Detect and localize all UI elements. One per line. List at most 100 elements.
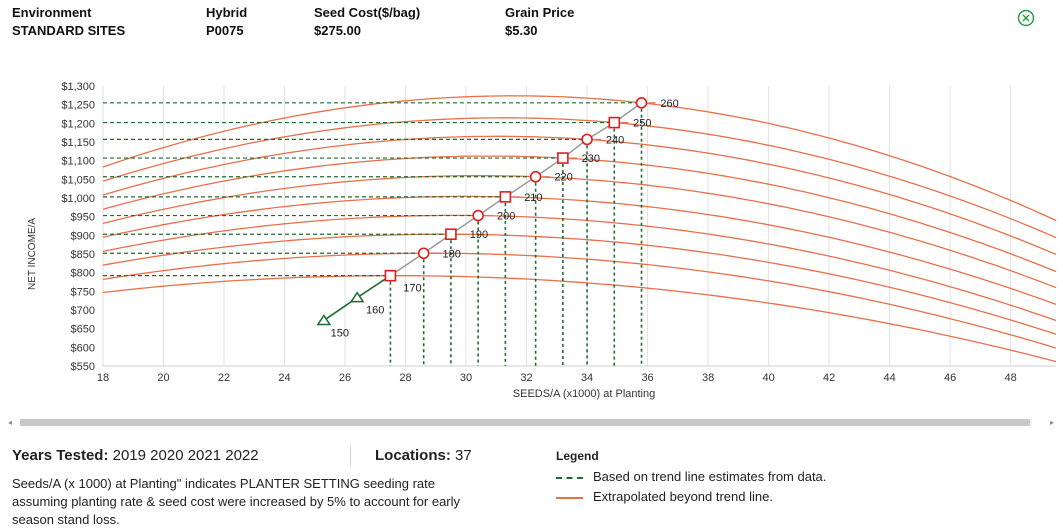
marker-square-210 xyxy=(499,191,512,203)
hybrid-value: P0075 xyxy=(206,23,244,38)
yield-label-210: 210 xyxy=(524,192,542,204)
x-tick-label: 40 xyxy=(762,372,774,384)
y-tick-label: $1,000 xyxy=(61,193,95,205)
environment-field: Environment STANDARD SITES xyxy=(12,4,125,40)
trend-line-high xyxy=(389,102,642,277)
marker-square-230 xyxy=(557,152,569,164)
seed-cost-value: $275.00 xyxy=(314,23,361,38)
extrapolated-curve-220 xyxy=(102,175,1057,289)
yield-label-200: 200 xyxy=(497,211,515,223)
yield-label-150: 150 xyxy=(331,327,349,339)
x-tick-label: 20 xyxy=(157,372,169,384)
x-tick-label: 48 xyxy=(1004,372,1016,384)
yield-label-220: 220 xyxy=(554,172,572,184)
extrapolated-curve-250 xyxy=(102,117,1057,239)
grain-price-value: $5.30 xyxy=(505,23,538,38)
yield-label-230: 230 xyxy=(582,153,600,165)
marker-circle-260 xyxy=(635,96,648,109)
marker-circle-180 xyxy=(417,247,430,260)
legend-extrapolated-label: Extrapolated beyond trend line. xyxy=(593,489,773,504)
y-tick-label: $900 xyxy=(71,230,95,242)
y-tick-label: $1,050 xyxy=(61,174,95,186)
yield-label-160: 160 xyxy=(366,305,384,317)
planting-note: Seeds/A (x 1000) at Planting" indicates … xyxy=(12,476,461,527)
extrapolated-curve-190 xyxy=(102,233,1057,335)
seed-cost-field: Seed Cost($/bag) $275.00 xyxy=(314,4,420,40)
x-tick-label: 26 xyxy=(339,372,351,384)
extrapolated-curve-230 xyxy=(102,155,1057,273)
footer-divider xyxy=(350,446,351,466)
yield-label-190: 190 xyxy=(470,229,488,241)
net-income-chart: 150 160 170 180 190 200 210 220 230 240 250 260 18 2… xyxy=(27,81,1057,400)
grid xyxy=(102,86,1056,367)
yield-label-250: 250 xyxy=(633,118,651,130)
scroll-thumb[interactable] xyxy=(20,419,1030,426)
extrapolated-curve-260 xyxy=(102,95,1057,221)
grain-price-label: Grain Price xyxy=(505,5,575,20)
locations-value: 37 xyxy=(455,447,472,464)
extrapolated-curve-200 xyxy=(102,214,1057,322)
markers: 150 160 170 180 190 200 210 220 230 240 250 260 xyxy=(316,96,679,339)
extrapolated-curve-240 xyxy=(102,135,1057,255)
legend-title: Legend xyxy=(556,449,599,463)
extrapolated-curve-180 xyxy=(102,252,1057,349)
years-tested: Years Tested: 2019 2020 2021 2022 xyxy=(12,447,259,464)
marker-square-170 xyxy=(384,269,397,282)
y-tick-label: $800 xyxy=(71,268,95,280)
locations: Locations: 37 xyxy=(375,447,472,464)
yield-label-180: 180 xyxy=(443,248,461,260)
horizontal-scrollbar[interactable]: ◂ ▸ xyxy=(8,417,1054,428)
marker-triangle-160 xyxy=(349,291,365,303)
extrapolated-swatch xyxy=(556,496,583,499)
environment-label: Environment xyxy=(12,5,92,20)
scroll-left-arrow-icon[interactable]: ◂ xyxy=(8,418,13,427)
marker-square-250 xyxy=(608,116,621,129)
close-button[interactable] xyxy=(1017,9,1035,27)
grain-price-field: Grain Price $5.30 xyxy=(505,4,574,40)
x-tick-label: 18 xyxy=(97,372,109,384)
trend-line xyxy=(323,102,642,322)
seed-cost-label: Seed Cost($/bag) xyxy=(314,5,421,20)
yield-label-260: 260 xyxy=(660,98,678,110)
x-tick-label: 28 xyxy=(399,372,411,384)
y-tick-label: $1,200 xyxy=(61,118,95,130)
locations-label: Locations: xyxy=(375,447,451,464)
hybrid-field: Hybrid P0075 xyxy=(206,4,247,40)
extrapolated-curve-170 xyxy=(102,275,1057,363)
x-tick-label: 24 xyxy=(278,372,290,384)
marker-square-190 xyxy=(445,228,457,241)
y-tick-label: $1,100 xyxy=(61,156,95,168)
x-axis-label: SEEDS/A (x1000) at Planting xyxy=(513,388,655,400)
extrapolated-curves xyxy=(102,95,1057,363)
y-tick-label: $550 xyxy=(71,361,95,373)
close-circle-icon xyxy=(1017,9,1035,27)
x-tick-label: 32 xyxy=(520,372,532,384)
scroll-right-arrow-icon[interactable]: ▸ xyxy=(1049,418,1054,427)
marker-circle-220 xyxy=(529,170,542,183)
trend-swatch xyxy=(556,476,583,479)
marker-circle-240 xyxy=(581,133,593,146)
tick-labels: 18 20 22 24 26 28 30 32 34 36 38 40 42 44 46 48 $550 $600… xyxy=(61,81,1016,384)
years-value: 2019 2020 2021 2022 xyxy=(112,447,259,464)
x-tick-label: 46 xyxy=(944,372,956,384)
y-axis-label: NET INCOME/A xyxy=(27,218,38,290)
extrapolated-curve-210 xyxy=(102,195,1057,306)
yield-label-240: 240 xyxy=(606,134,624,146)
x-tick-label: 42 xyxy=(823,372,835,384)
x-tick-label: 30 xyxy=(460,372,472,384)
y-tick-label: $1,250 xyxy=(61,100,95,112)
x-tick-label: 38 xyxy=(702,372,714,384)
x-tick-label: 22 xyxy=(218,372,230,384)
legend-trend: Based on trend line estimates from data. xyxy=(556,469,826,484)
x-tick-label: 34 xyxy=(581,372,593,384)
legend-trend-label: Based on trend line estimates from data. xyxy=(593,469,827,484)
hybrid-label: Hybrid xyxy=(206,5,248,20)
marker-circle-200 xyxy=(472,209,484,222)
y-tick-label: $700 xyxy=(71,305,95,317)
y-tick-label: $750 xyxy=(71,286,95,298)
y-tick-label: $850 xyxy=(71,249,95,261)
x-tick-label: 44 xyxy=(883,372,895,384)
legend-extrapolated: Extrapolated beyond trend line. xyxy=(556,489,773,504)
guide-lines xyxy=(103,102,643,366)
y-tick-label: $650 xyxy=(71,324,95,336)
